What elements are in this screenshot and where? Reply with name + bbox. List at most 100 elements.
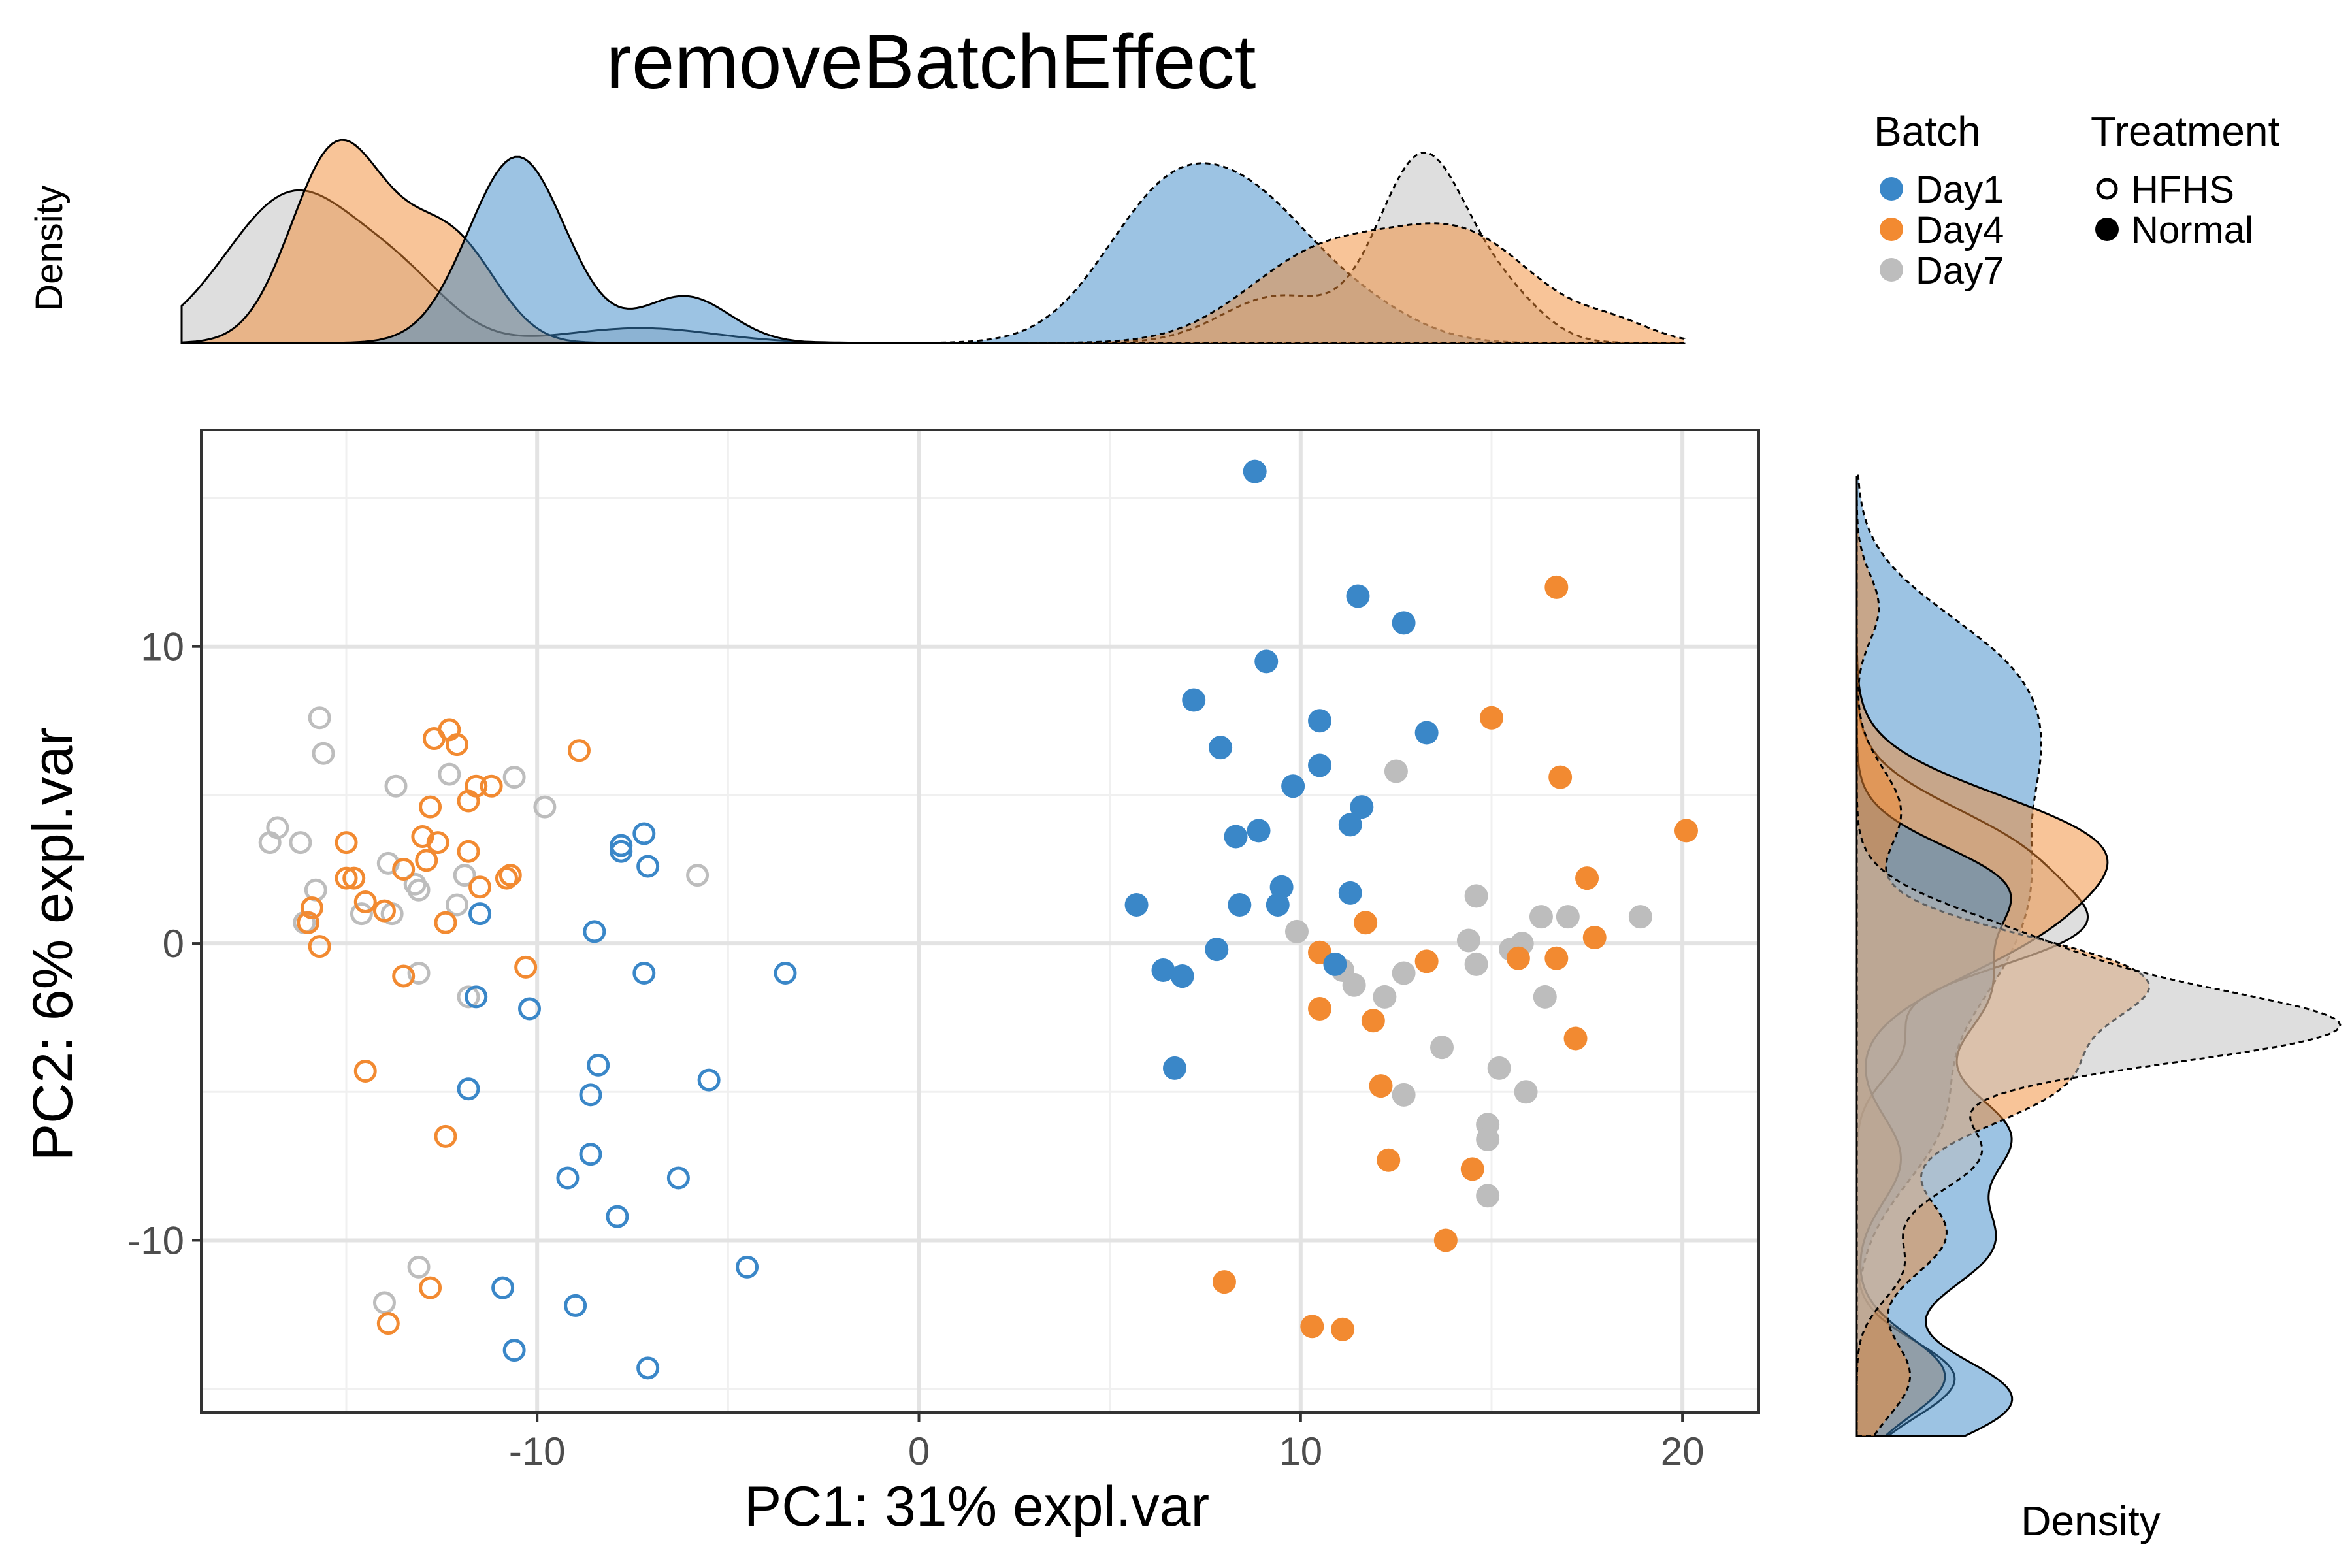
point-day4-normal xyxy=(1548,765,1573,789)
point-day7-normal xyxy=(1384,759,1408,783)
point-day4-hfhs xyxy=(457,789,480,813)
legend-swatch-day7 xyxy=(1880,258,1903,282)
point-day1-hfhs xyxy=(610,834,633,857)
point-day7-hfhs xyxy=(533,795,557,819)
point-day7-hfhs xyxy=(453,864,476,887)
point-day7-hfhs xyxy=(384,774,408,798)
point-day1-hfhs xyxy=(491,1276,515,1299)
point-day7-hfhs xyxy=(438,762,461,786)
point-day1-normal xyxy=(1247,819,1271,843)
point-day1-normal xyxy=(1124,893,1149,917)
right-density-xlabel: Density xyxy=(2021,1497,2160,1544)
legend-label-normal: Normal xyxy=(2131,209,2253,252)
y-tick-label: -10 xyxy=(127,1218,184,1262)
point-day7-normal xyxy=(1373,985,1397,1009)
point-day4-normal xyxy=(1331,1317,1355,1341)
point-day1-hfhs xyxy=(697,1068,721,1092)
point-day7-normal xyxy=(1514,1080,1538,1104)
top-density-ylabel: Density xyxy=(28,185,71,311)
point-day4-hfhs xyxy=(434,911,457,934)
point-day1-hfhs xyxy=(583,920,606,943)
point-day1-normal xyxy=(1205,938,1229,962)
point-day7-hfhs xyxy=(457,985,480,1009)
point-day1-normal xyxy=(1182,688,1206,712)
legend-swatch-day4 xyxy=(1880,218,1903,241)
point-day7-hfhs xyxy=(407,878,431,902)
point-day7-hfhs xyxy=(407,1255,431,1279)
point-day1-normal xyxy=(1151,958,1175,982)
point-day7-hfhs xyxy=(376,851,400,875)
y-tick-label: 10 xyxy=(140,625,184,669)
point-day4-hfhs xyxy=(480,774,503,798)
top-density-day4-normal xyxy=(182,222,1686,344)
point-day7-normal xyxy=(1342,973,1366,997)
point-day7-hfhs xyxy=(407,962,431,985)
point-day1-normal xyxy=(1281,774,1305,798)
point-day1-hfhs xyxy=(587,1053,610,1077)
point-day4-normal xyxy=(1300,1315,1324,1339)
y-tick-label: 0 xyxy=(163,922,184,966)
legend-label-hfhs: HFHS xyxy=(2131,169,2234,211)
point-day1-normal xyxy=(1209,736,1233,760)
point-day1-hfhs xyxy=(606,1205,629,1228)
point-day4-hfhs xyxy=(415,849,438,872)
point-day4-hfhs xyxy=(445,733,468,757)
x-tick-label: 20 xyxy=(1661,1429,1705,1473)
point-day1-normal xyxy=(1414,721,1439,745)
plot-background xyxy=(201,430,1759,1413)
point-day4-hfhs xyxy=(468,875,492,899)
point-day4-normal xyxy=(1414,949,1439,973)
point-day1-normal xyxy=(1346,584,1370,608)
point-day7-hfhs xyxy=(308,706,331,730)
point-day4-hfhs xyxy=(308,935,331,958)
point-day1-normal xyxy=(1266,893,1290,917)
point-day1-hfhs xyxy=(468,902,492,926)
point-day4-normal xyxy=(1308,997,1332,1021)
point-day1-hfhs xyxy=(636,855,660,878)
point-day7-hfhs xyxy=(686,864,710,887)
point-day4-normal xyxy=(1460,1157,1484,1181)
point-day7-hfhs xyxy=(289,831,312,855)
point-day7-normal xyxy=(1392,1083,1416,1107)
point-day4-hfhs xyxy=(495,866,518,890)
point-day1-hfhs xyxy=(636,1356,660,1380)
right-density-panel xyxy=(1855,474,2342,1437)
point-day1-normal xyxy=(1338,813,1362,837)
point-day1-normal xyxy=(1338,881,1362,905)
point-day1-hfhs xyxy=(632,962,656,985)
point-day7-hfhs xyxy=(445,893,468,917)
point-day4-hfhs xyxy=(335,831,358,855)
point-day1-normal xyxy=(1308,709,1332,733)
point-day4-hfhs xyxy=(297,911,320,934)
point-day1-normal xyxy=(1392,611,1416,635)
point-day4-normal xyxy=(1544,946,1569,970)
point-day1-hfhs xyxy=(457,1077,480,1101)
point-day1-hfhs xyxy=(736,1255,759,1279)
point-day4-normal xyxy=(1575,866,1599,890)
point-day4-hfhs xyxy=(376,1312,400,1335)
point-day4-hfhs xyxy=(353,1059,377,1083)
point-day4-hfhs xyxy=(419,795,442,819)
legend-label-day4: Day4 xyxy=(1916,209,2004,252)
point-day1-hfhs xyxy=(666,1166,690,1190)
right-density-day7-normal xyxy=(1855,476,2342,1436)
point-day4-hfhs xyxy=(426,831,449,855)
point-day7-normal xyxy=(1476,1127,1500,1151)
legend-treatment-title: Treatment xyxy=(2091,108,2280,155)
point-day4-normal xyxy=(1212,1270,1236,1294)
point-day4-hfhs xyxy=(353,890,377,913)
point-day1-normal xyxy=(1228,893,1252,917)
point-day1-hfhs xyxy=(556,1166,580,1190)
point-day1-hfhs xyxy=(502,1339,526,1362)
point-day1-normal xyxy=(1170,964,1194,988)
legend-swatch-day1 xyxy=(1880,177,1903,201)
legend-label-day7: Day7 xyxy=(1916,250,2004,292)
point-day4-hfhs xyxy=(335,866,358,890)
point-day7-hfhs xyxy=(258,831,282,855)
point-day4-normal xyxy=(1361,1009,1385,1033)
point-day1-normal xyxy=(1350,795,1374,819)
point-day7-normal xyxy=(1464,952,1488,976)
point-day4-normal xyxy=(1544,575,1569,599)
point-day4-hfhs xyxy=(411,825,434,849)
plot-border xyxy=(200,429,1760,1414)
